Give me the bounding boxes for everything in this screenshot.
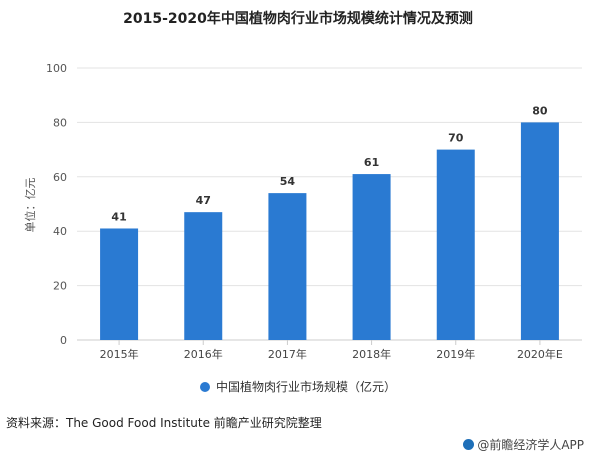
legend-label: 中国植物肉行业市场规模（亿元） bbox=[215, 380, 396, 394]
legend-marker bbox=[199, 382, 210, 392]
chart-title: 2015-2020年中国植物肉行业市场规模统计情况及预测 bbox=[123, 11, 473, 27]
data-label: 47 bbox=[196, 194, 211, 207]
bar bbox=[100, 228, 139, 340]
x-tick-label: 2017年 bbox=[268, 347, 307, 361]
bar bbox=[436, 149, 475, 340]
x-tick-label: 2020年E bbox=[517, 347, 563, 361]
app-credit: @前瞻经济学人APP bbox=[463, 436, 584, 453]
bar bbox=[268, 193, 307, 340]
data-label: 54 bbox=[280, 175, 296, 188]
y-tick-label: 60 bbox=[53, 171, 67, 184]
y-tick-label: 20 bbox=[53, 280, 67, 293]
y-tick-label: 80 bbox=[53, 116, 67, 129]
app-logo-icon bbox=[463, 439, 475, 450]
y-axis-label: 单位：亿元 bbox=[23, 178, 37, 233]
x-tick-label: 2016年 bbox=[184, 347, 223, 361]
app-credit-text: @前瞻经济学人APP bbox=[477, 438, 584, 452]
bar bbox=[184, 212, 223, 340]
data-label: 41 bbox=[111, 210, 126, 223]
data-label: 80 bbox=[532, 104, 548, 117]
x-tick-label: 2018年 bbox=[352, 347, 391, 361]
y-tick-label: 0 bbox=[60, 334, 67, 347]
bar bbox=[520, 122, 559, 341]
chart-legend: 中国植物肉行业市场规模（亿元） bbox=[0, 378, 596, 395]
x-tick-label: 2019年 bbox=[436, 347, 475, 361]
data-label: 70 bbox=[448, 132, 464, 145]
source-note: 资料来源：The Good Food Institute 前瞻产业研究院整理 bbox=[6, 416, 322, 430]
data-label: 61 bbox=[364, 156, 379, 169]
y-tick-label: 100 bbox=[46, 62, 67, 75]
x-tick-label: 2015年 bbox=[100, 347, 139, 361]
y-tick-label: 40 bbox=[53, 225, 67, 238]
bar bbox=[352, 174, 391, 340]
